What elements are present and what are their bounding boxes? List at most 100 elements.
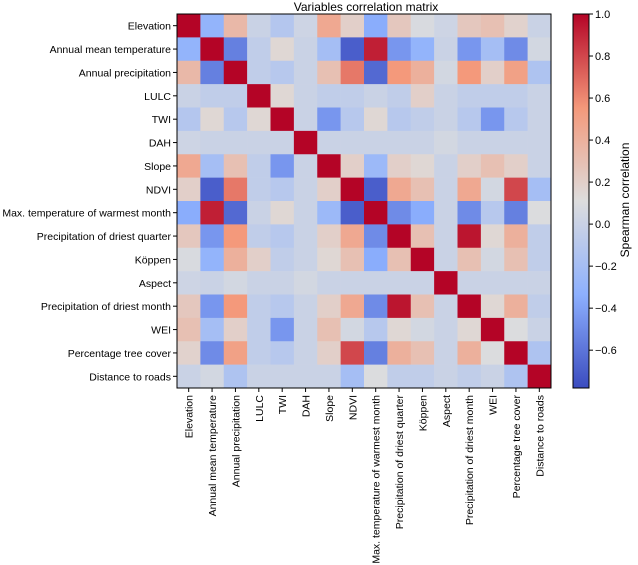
heatmap-cell-4-2: [223, 107, 248, 132]
heatmap-cell-5-2: [223, 130, 248, 155]
y-tick-label-aspect: Aspect: [139, 278, 171, 290]
heatmap-cell-4-9: [387, 107, 412, 132]
x-tick-label-lulc: LULC: [254, 395, 266, 422]
heatmap-cell-14-15: [527, 341, 552, 365]
heatmap-cell-3-5: [293, 84, 318, 108]
heatmap-cell-8-1: [200, 201, 225, 225]
heatmap-cell-7-10: [410, 177, 435, 202]
heatmap-cell-2-15: [527, 60, 552, 85]
heatmap-cell-1-12: [457, 37, 482, 62]
heatmap-cell-3-0: [177, 84, 201, 108]
heatmap-cell-1-3: [247, 37, 271, 62]
heatmap-cell-2-11: [434, 60, 458, 85]
heatmap-cell-8-5: [293, 201, 318, 225]
heatmap-cell-8-6: [317, 201, 341, 225]
heatmap-cell-8-12: [457, 201, 482, 225]
heatmap-cell-15-1: [200, 364, 225, 389]
heatmap-cell-13-10: [410, 317, 435, 342]
heatmap-cell-8-15: [527, 201, 552, 225]
heatmap-cell-11-4: [270, 271, 295, 295]
heatmap-cell-9-14: [504, 224, 528, 249]
heatmap-cell-14-13: [480, 341, 505, 365]
heatmap-cell-13-4: [270, 317, 295, 342]
heatmap-cell-1-6: [317, 37, 341, 62]
heatmap-cell-8-7: [340, 201, 365, 225]
heatmap-cell-6-1: [200, 154, 225, 178]
heatmap-cell-7-5: [293, 177, 318, 202]
heatmap-cell-5-5: [293, 130, 318, 155]
heatmap-cell-7-12: [457, 177, 482, 202]
heatmap-cell-10-5: [293, 247, 318, 272]
heatmap-cell-10-15: [527, 247, 552, 272]
heatmap-cell-9-10: [410, 224, 435, 249]
heatmap-cell-7-11: [434, 177, 458, 202]
heatmap-cell-6-0: [177, 154, 201, 178]
heatmap-cell-3-8: [364, 84, 388, 108]
y-tick-label-lulc: LULC: [144, 91, 171, 103]
heatmap-cell-13-14: [504, 317, 528, 342]
heatmap-cell-13-5: [293, 317, 318, 342]
heatmap-cell-0-9: [387, 14, 412, 38]
heatmap-cell-10-13: [480, 247, 505, 272]
y-tick-label-percentage-tree-cover: Percentage tree cover: [68, 348, 172, 360]
heatmap-cell-15-14: [504, 364, 528, 389]
heatmap-cell-4-4: [270, 107, 295, 132]
heatmap-cell-0-0: [177, 14, 201, 38]
heatmap-cell-0-4: [270, 14, 295, 38]
heatmap-cell-5-1: [200, 130, 225, 155]
heatmap-cell-14-11: [434, 341, 458, 365]
heatmap-cell-8-8: [364, 201, 388, 225]
heatmap-cell-3-2: [223, 84, 248, 108]
heatmap-cell-6-10: [410, 154, 435, 178]
y-tick-label-wei: WEI: [151, 325, 171, 337]
colorbar-tick-label-4: 0.2: [595, 177, 610, 189]
heatmap-cell-6-13: [480, 154, 505, 178]
y-tick-label-max-temperature-of-warmest-month: Max. temperature of warmest month: [2, 208, 171, 220]
heatmap-cell-7-0: [177, 177, 201, 202]
heatmap-cell-8-14: [504, 201, 528, 225]
heatmap-cell-1-14: [504, 37, 528, 62]
heatmap-cell-0-6: [317, 14, 341, 38]
x-tick-label-precipitation-of-driest-month: Precipitation of driest month: [464, 395, 476, 525]
heatmap-cell-11-2: [223, 271, 248, 295]
y-tick-label-precipitation-of-driest-quarter: Precipitation of driest quarter: [37, 231, 172, 243]
heatmap-cell-9-5: [293, 224, 318, 249]
heatmap-cell-6-15: [527, 154, 552, 178]
heatmap-cell-10-0: [177, 247, 201, 272]
heatmap-cell-5-15: [527, 130, 552, 155]
heatmap-cell-8-0: [177, 201, 201, 225]
heatmap-cell-14-6: [317, 341, 341, 365]
heatmap-cell-12-13: [480, 294, 505, 319]
heatmap-cell-8-9: [387, 201, 412, 225]
heatmap-cell-2-9: [387, 60, 412, 85]
heatmap-cell-0-7: [340, 14, 365, 38]
x-tick-label-percentage-tree-cover: Percentage tree cover: [511, 395, 523, 499]
heatmap-cell-6-14: [504, 154, 528, 178]
heatmap-cell-12-14: [504, 294, 528, 319]
heatmap-cell-7-14: [504, 177, 528, 202]
heatmap-cell-13-15: [527, 317, 552, 342]
x-tick-label-annual-precipitation: Annual precipitation: [230, 395, 242, 487]
heatmap-cell-7-1: [200, 177, 225, 202]
heatmap-cell-13-1: [200, 317, 225, 342]
heatmap-cell-11-12: [457, 271, 482, 295]
heatmap-cell-11-14: [504, 271, 528, 295]
heatmap-cell-1-15: [527, 37, 552, 62]
heatmap-cell-15-4: [270, 364, 295, 389]
y-tick-label-slope: Slope: [144, 161, 171, 173]
heatmap-cell-7-9: [387, 177, 412, 202]
heatmap-cell-7-6: [317, 177, 341, 202]
x-tick-label-distance-to-roads: Distance to roads: [534, 395, 546, 477]
heatmap-cell-2-0: [177, 60, 201, 85]
colorbar-tick-label-1: 0.8: [595, 51, 610, 63]
heatmap-cell-13-12: [457, 317, 482, 342]
heatmap-cell-1-11: [434, 37, 458, 62]
heatmap-cell-14-8: [364, 341, 388, 365]
x-tick-label-dah: DAH: [301, 395, 313, 417]
x-axis-tick-labels: Elevation Annual mean temperature Annual p…: [184, 388, 546, 564]
heatmap-cell-8-13: [480, 201, 505, 225]
heatmap-cell-3-13: [480, 84, 505, 108]
heatmap-cell-9-1: [200, 224, 225, 249]
heatmap-cell-0-8: [364, 14, 388, 38]
heatmap-cell-9-6: [317, 224, 341, 249]
